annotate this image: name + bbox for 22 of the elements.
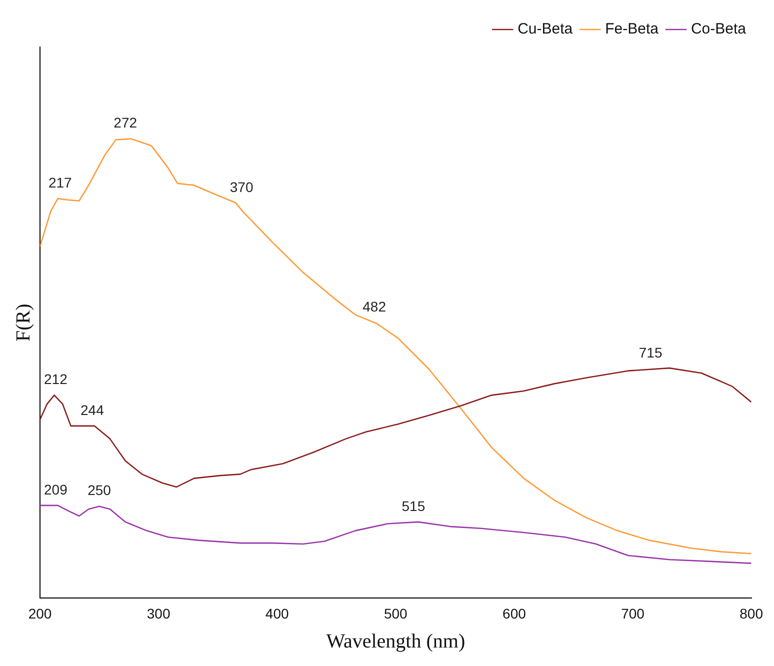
legend-label: Cu-Beta bbox=[518, 20, 574, 38]
annotation: 272 bbox=[114, 114, 138, 131]
annotation: 482 bbox=[362, 298, 386, 314]
x-tick-label: 700 bbox=[621, 605, 645, 622]
x-axis-title: Wavelength (nm) bbox=[326, 630, 466, 652]
x-tick-label: 600 bbox=[502, 605, 526, 622]
legend-label: Co-Beta bbox=[690, 20, 747, 38]
annotation: 244 bbox=[80, 402, 104, 418]
x-tick-label: 300 bbox=[146, 605, 170, 622]
x-tick-label: 500 bbox=[384, 605, 408, 622]
annotation: 515 bbox=[402, 498, 426, 514]
x-tick-label: 400 bbox=[265, 605, 289, 622]
x-tick-label: 200 bbox=[28, 605, 52, 622]
annotation: 217 bbox=[48, 174, 72, 190]
annotation: 370 bbox=[230, 179, 254, 196]
annotation: 250 bbox=[88, 482, 112, 498]
annotation: 209 bbox=[44, 481, 68, 498]
legend-label: Fe-Beta bbox=[605, 20, 660, 38]
x-tick-label: 800 bbox=[740, 605, 764, 622]
annotation: 715 bbox=[638, 344, 662, 360]
annotation: 212 bbox=[44, 371, 68, 388]
y-axis-title: F(R) bbox=[12, 304, 34, 342]
